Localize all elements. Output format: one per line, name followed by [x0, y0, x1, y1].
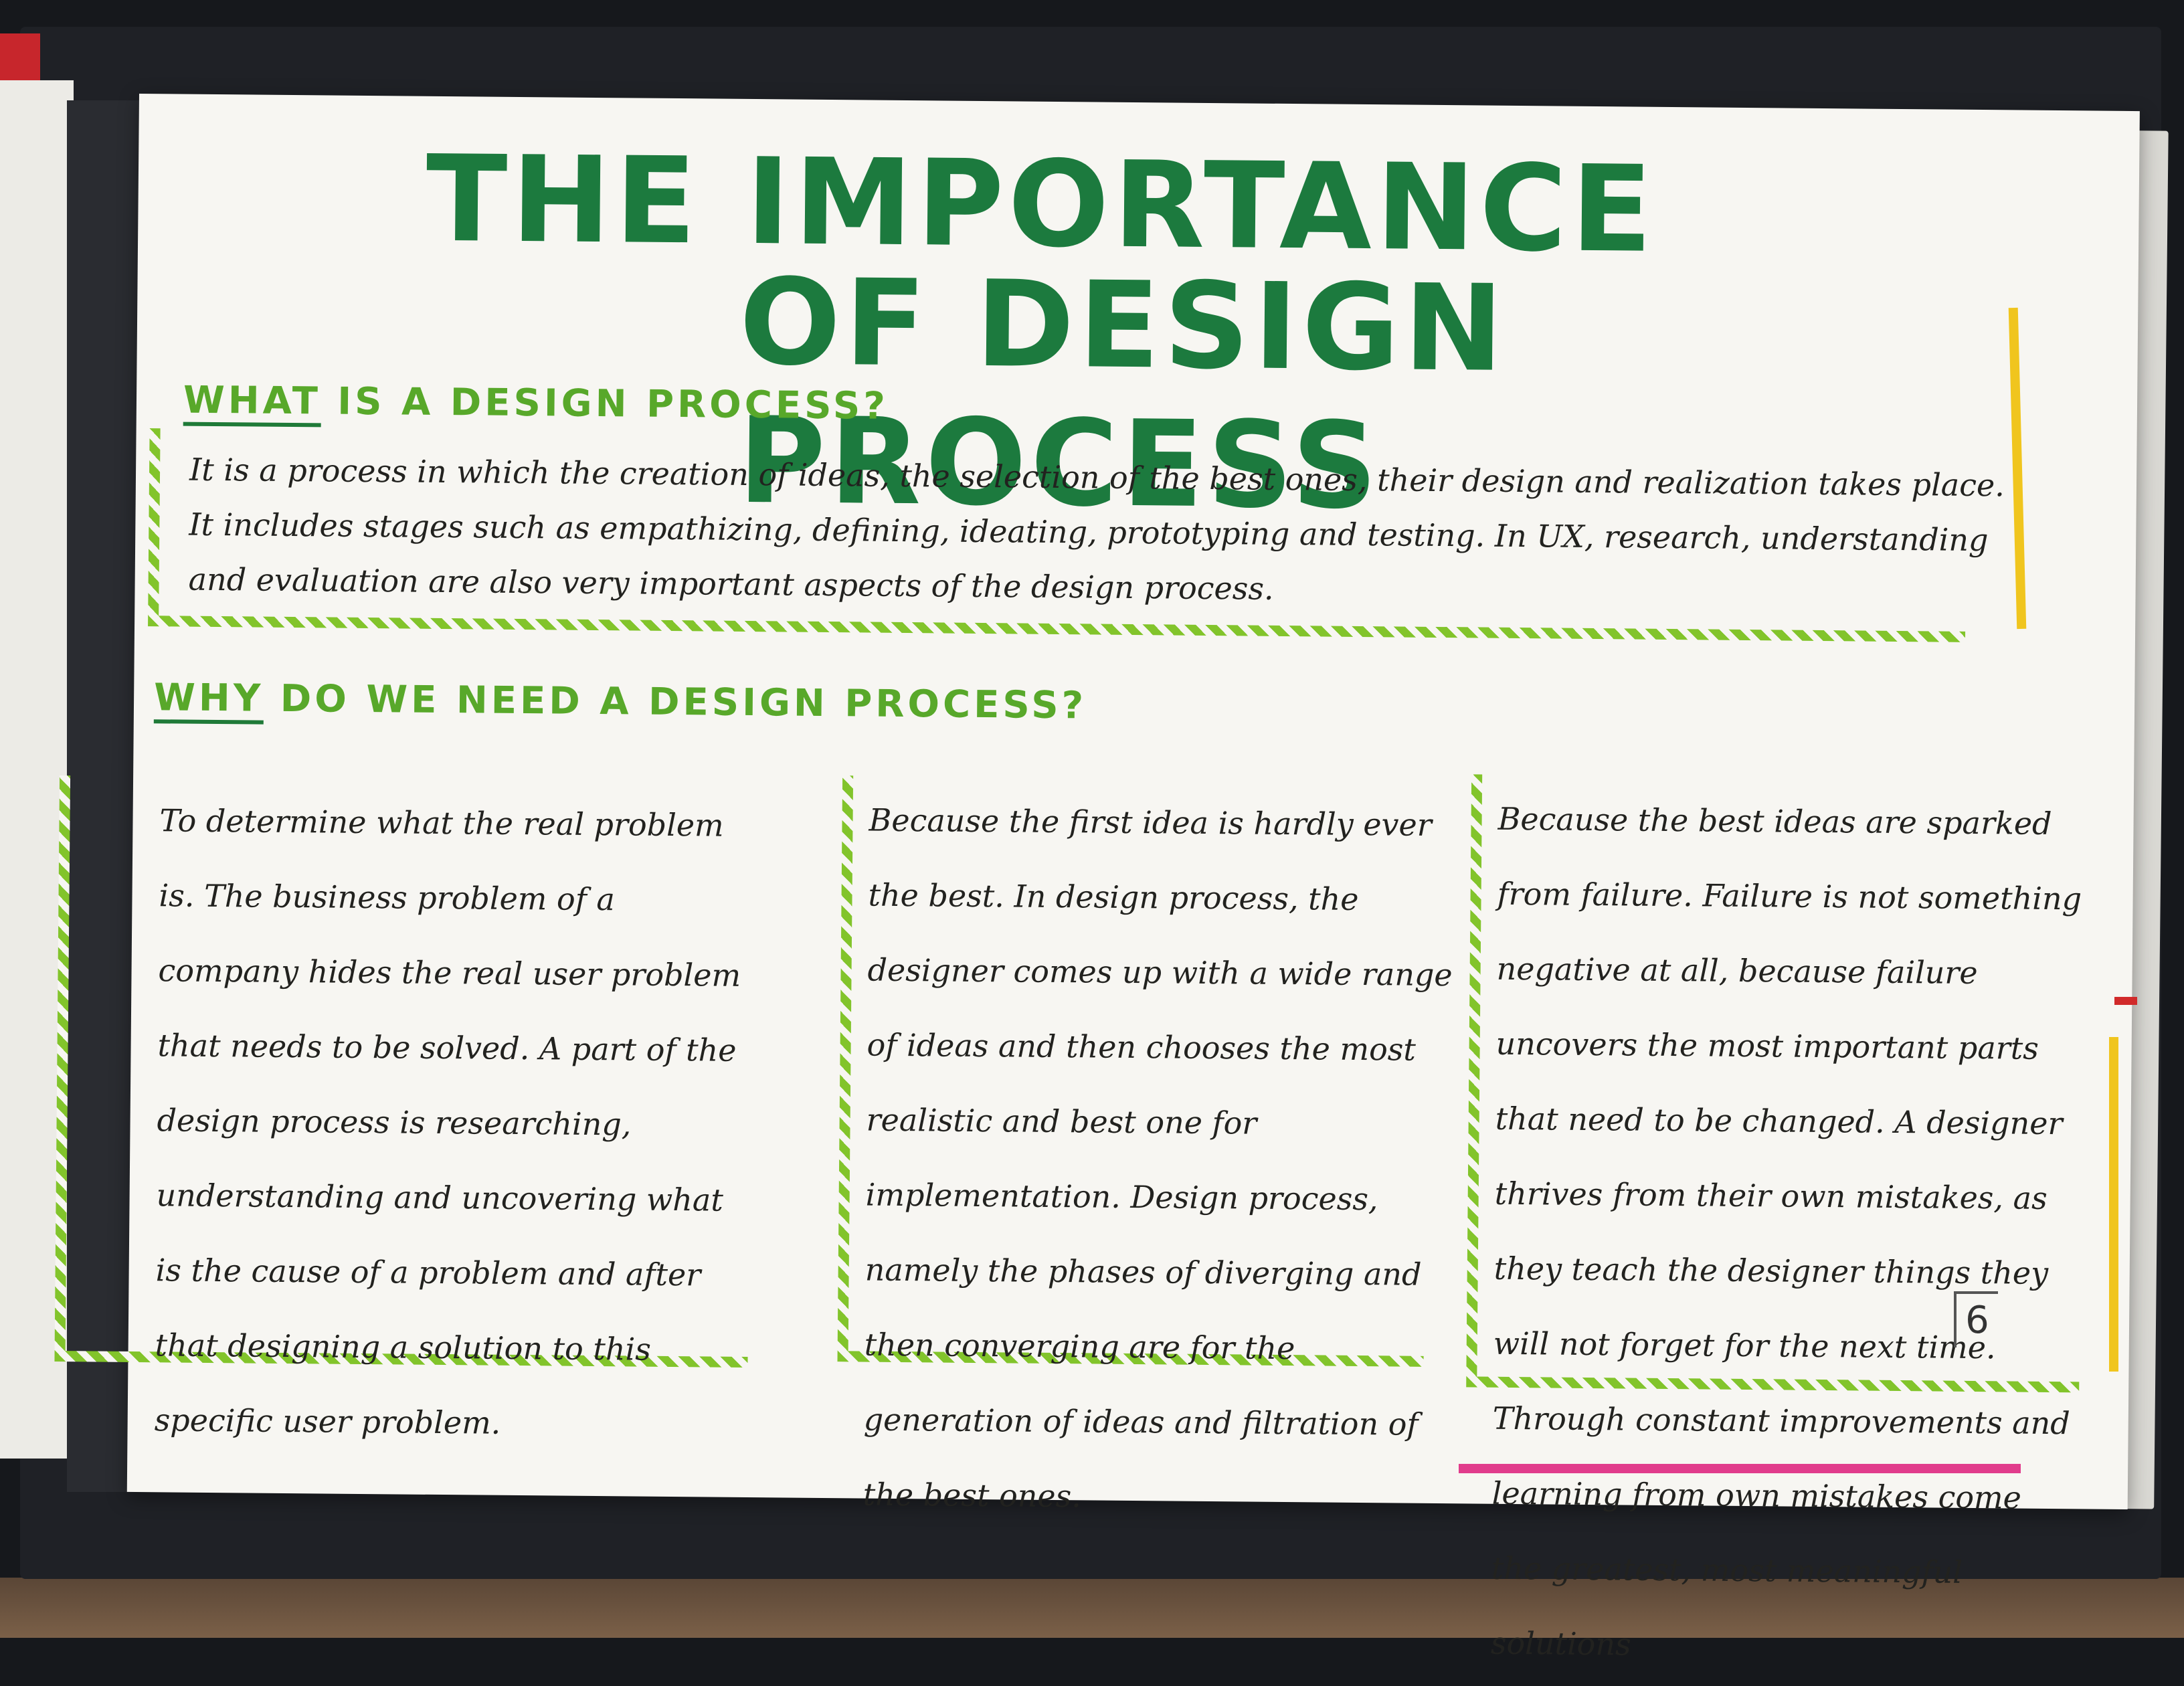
page-number: 6: [1954, 1291, 1998, 1347]
red-tab: [0, 33, 40, 80]
section2-heading: WHY DO WE NEED A DESIGN PROCESS?: [153, 676, 1087, 728]
section1-text: It is a process in which the creation of…: [188, 451, 2005, 607]
col3-text: Because the best ideas are sparked from …: [1490, 800, 2082, 1663]
col2: Because the first idea is hardly ever th…: [862, 783, 1471, 1537]
col3: Because the best ideas are sparked from …: [1490, 781, 2087, 1686]
floor: [0, 1578, 2184, 1638]
red-marker: [2114, 997, 2137, 1005]
section1-heading-lead: WHAT: [183, 378, 322, 428]
section1-heading-rest: IS A DESIGN PROCESS?: [337, 379, 889, 428]
section2-heading-lead: WHY: [153, 676, 264, 725]
col1: To determine what the real problem is. T…: [154, 783, 762, 1463]
col2-text: Because the first idea is hardly ever th…: [862, 802, 1453, 1515]
col1-text: To determine what the real problem is. T…: [154, 802, 741, 1441]
yellow-tab-lower: [2109, 1037, 2118, 1372]
section2-heading-rest: DO WE NEED A DESIGN PROCESS?: [280, 676, 1087, 728]
section1-heading: WHAT IS A DESIGN PROCESS?: [183, 378, 889, 428]
poster-sheet: THE IMPORTANCE OF DESIGN PROCESS WHAT IS…: [54, 94, 2140, 1663]
pink-page-edge: [1459, 1464, 2021, 1473]
